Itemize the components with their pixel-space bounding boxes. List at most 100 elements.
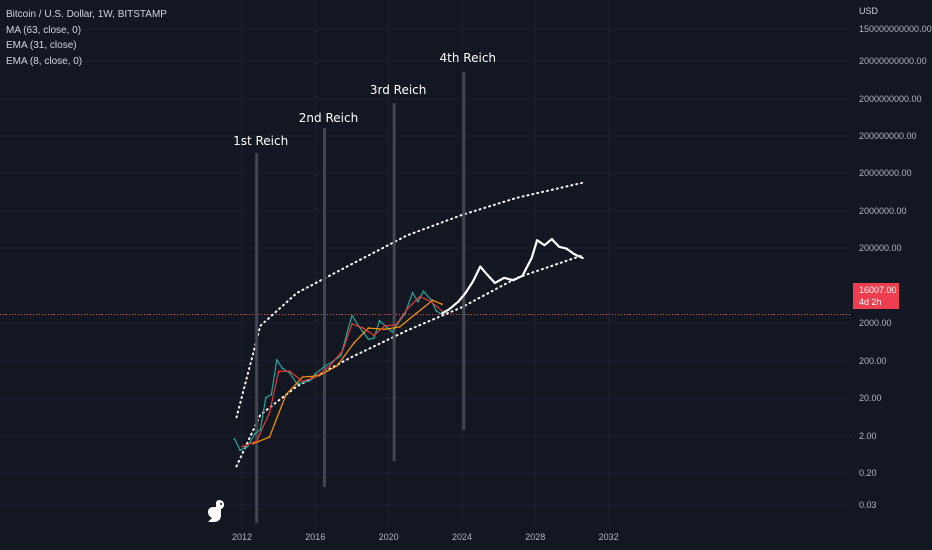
data-point [268, 436, 271, 438]
reich-label: 3rd Reich [370, 83, 427, 97]
data-point [233, 438, 236, 440]
data-point [391, 331, 394, 333]
price-tick-label: 150000000000.00 [859, 24, 932, 34]
data-point [395, 323, 397, 326]
data-point [301, 381, 304, 384]
data-point [494, 282, 496, 284]
data-point [336, 364, 339, 367]
data-point [572, 252, 575, 255]
price-tick-label: 20000000.00 [859, 168, 912, 178]
data-point [435, 309, 438, 312]
data-point [314, 372, 317, 375]
price-tick-label: 0.03 [859, 500, 877, 510]
data-point [323, 365, 326, 368]
data-point [398, 326, 401, 328]
data-point [530, 257, 533, 260]
data-point [512, 279, 515, 282]
data-point [536, 239, 539, 242]
data-point [351, 314, 353, 317]
data-point [347, 327, 350, 329]
data-point [362, 327, 364, 329]
data-point [558, 245, 561, 248]
data-point [341, 349, 344, 352]
series-ema-31-close- [241, 295, 443, 448]
trend-channel [235, 181, 584, 468]
chart-legend: Bitcoin / U.S. Dollar, 1W, BITSTAMP MA (… [6, 7, 167, 69]
time-tick-label: 2016 [305, 532, 325, 542]
data-point [550, 238, 553, 241]
time-tick-label: 2012 [232, 532, 252, 542]
data-point [484, 272, 487, 275]
price-tick-label: 20000000000.00 [859, 56, 927, 66]
data-point [340, 354, 342, 357]
indicator-ema31[interactable]: EMA (31, close) [6, 40, 77, 51]
data-point [301, 380, 304, 383]
data-point [241, 445, 243, 448]
data-point [418, 295, 421, 298]
data-point [270, 393, 273, 396]
data-point [264, 396, 267, 399]
data-point [406, 308, 408, 311]
time-tick-label: 2020 [379, 532, 399, 542]
data-point [384, 324, 386, 327]
series-btcusd [234, 290, 443, 451]
data-point [415, 312, 418, 315]
data-point [285, 393, 287, 396]
data-point [565, 247, 568, 250]
time-axis: 2012 2016 2020 2024 2028 2032 [232, 532, 619, 542]
data-point [429, 298, 432, 301]
data-point [384, 328, 386, 331]
time-tick-label: 2032 [599, 532, 619, 542]
data-point [411, 291, 414, 294]
data-point [351, 323, 353, 325]
current-price-value: 16007.00 [859, 285, 897, 295]
price-tick-label: 0.20 [859, 468, 877, 478]
bar-countdown: 4d 2h [859, 297, 882, 307]
data-point [277, 370, 280, 373]
price-tick-label: 20.00 [859, 393, 882, 403]
grid-lines [0, 0, 852, 525]
price-tick-label: 200000000.00 [859, 131, 917, 141]
data-point [314, 376, 317, 378]
data-point [431, 299, 434, 302]
data-point [582, 257, 584, 260]
data-point [239, 449, 242, 452]
reich-label: 2nd Reich [299, 111, 358, 125]
data-point [253, 432, 256, 435]
series-ma-63-close-0- [252, 299, 443, 445]
tradingview-dino-icon[interactable] [205, 498, 227, 526]
indicator-ma[interactable]: MA (63, close, 0) [6, 24, 82, 36]
annotation-labels: 1st Reich 2nd Reich 3rd Reich 4th Reich [233, 51, 496, 148]
data-point [448, 308, 451, 311]
price-tick-label: 2000.00 [859, 318, 892, 328]
data-point [503, 276, 506, 279]
data-point [464, 291, 467, 294]
data-point [288, 372, 291, 374]
data-point [440, 303, 443, 306]
data-point [440, 312, 443, 315]
price-tick-label: 2000000.00 [859, 206, 907, 216]
data-point [378, 319, 381, 322]
indicator-ema8[interactable]: EMA (8, close, 0) [6, 55, 83, 67]
data-point [259, 428, 262, 431]
price-axis: 150000000000.00 20000000000.00 2000000000.… [859, 24, 932, 510]
data-point [268, 411, 271, 414]
data-point [373, 337, 375, 339]
data-point [246, 445, 249, 448]
data-point [422, 290, 425, 293]
reich-label: 1st Reich [233, 134, 288, 148]
data-point [457, 300, 460, 303]
symbol-title[interactable]: Bitcoin / U.S. Dollar, 1W, BITSTAMP [6, 9, 167, 20]
currency-unit: USD [859, 6, 879, 16]
time-tick-label: 2024 [452, 532, 472, 542]
data-point [417, 300, 419, 303]
data-point [521, 274, 524, 277]
data-point [281, 367, 284, 370]
data-point [255, 440, 258, 443]
data-point [367, 338, 370, 341]
annotation-lines [255, 72, 466, 523]
price-series [233, 238, 584, 452]
data-point [275, 359, 278, 361]
reich-label: 4th Reich [440, 51, 496, 65]
